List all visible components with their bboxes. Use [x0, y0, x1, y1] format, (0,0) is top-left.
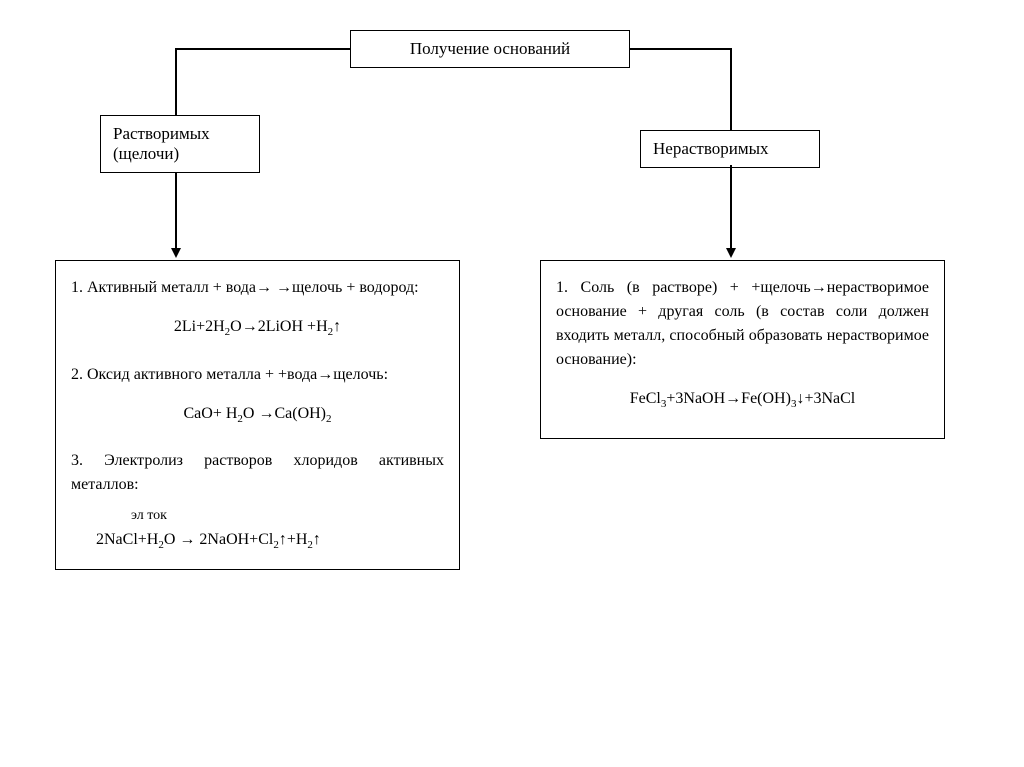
right-label-text: Нерастворимых: [653, 139, 769, 158]
left-arrowhead: [171, 248, 181, 258]
conn-root-left-v: [175, 48, 177, 115]
title-text: Получение оснований: [410, 39, 570, 58]
left-label-box: Растворимых (щелочи): [100, 115, 260, 173]
right-item-1-text: 1. Соль (в растворе) + +щелочь→нераствор…: [556, 276, 929, 372]
left-item-3-text: 3. Электролиз растворов хлоридов активны…: [71, 449, 444, 497]
title-box: Получение оснований: [350, 30, 630, 68]
left-label-line1: Растворимых: [113, 124, 247, 144]
left-item-3-formula: 2NaCl+H2O → 2NaOH+Cl2↑+H2↑: [71, 528, 444, 554]
left-arrow-line: [175, 172, 177, 250]
right-label-box: Нерастворимых: [640, 130, 820, 168]
left-item-2-text: 2. Оксид активного металла + +вода→щелоч…: [71, 363, 444, 387]
right-content-box: 1. Соль (в растворе) + +щелочь→нераствор…: [540, 260, 945, 439]
left-item-1-text: 1. Активный металл + вода→ →щелочь + вод…: [71, 276, 444, 300]
conn-root-left-h: [175, 48, 350, 50]
right-arrow-line: [730, 165, 732, 250]
conn-root-right-v: [730, 48, 732, 130]
conn-root-right-h: [630, 48, 730, 50]
left-item-3-label: эл ток: [131, 505, 444, 526]
left-item-1-formula: 2Li+2H2O→2LiOH +H2↑: [71, 315, 444, 341]
left-content-box: 1. Активный металл + вода→ →щелочь + вод…: [55, 260, 460, 570]
right-arrowhead: [726, 248, 736, 258]
right-item-1-formula: FeCl3+3NaOH→Fe(OH)3↓+3NaCl: [556, 387, 929, 413]
left-label-line2: (щелочи): [113, 144, 247, 164]
left-item-2-formula: CaO+ H2O →Ca(OH)2: [71, 402, 444, 428]
